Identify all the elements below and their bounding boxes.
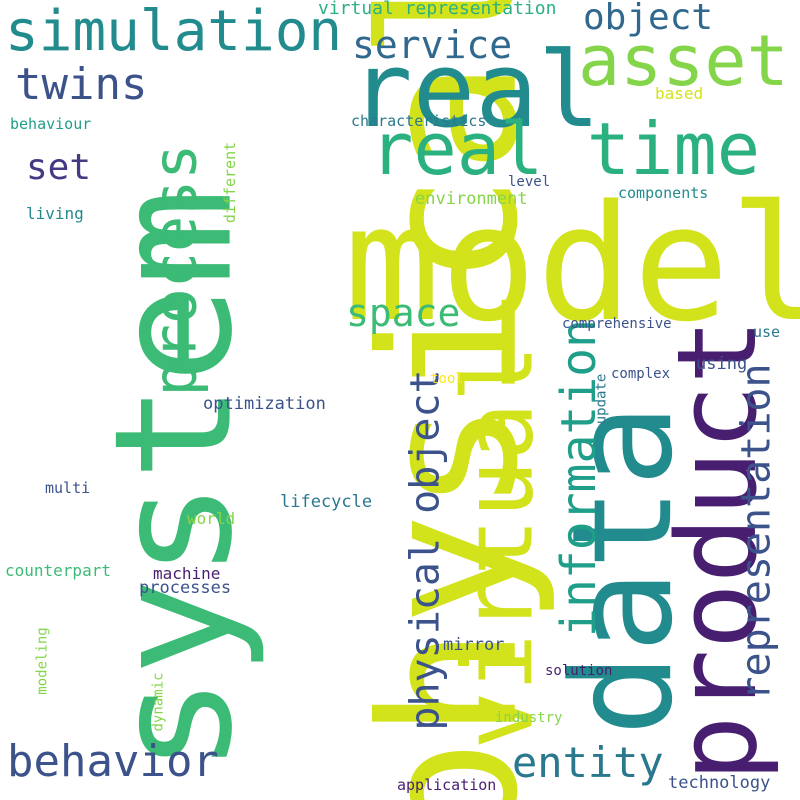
word-complex: complex — [611, 366, 671, 382]
word-real-time: real time — [370, 107, 761, 191]
word-virtual: virtual — [442, 344, 555, 750]
word-virtual-representation: virtual representation — [318, 0, 557, 19]
word-use: use — [753, 323, 781, 341]
word-level: level — [508, 174, 551, 190]
word-model: model — [344, 170, 800, 357]
word-real: real — [350, 29, 601, 151]
word-service: service — [352, 23, 513, 67]
word-solution: solution — [545, 663, 613, 679]
word-process: process — [140, 143, 211, 397]
word-physical-object: physical object — [402, 369, 449, 731]
word-lifecycle: lifecycle — [280, 492, 373, 512]
word-world: world — [187, 509, 236, 528]
word-information: information — [550, 319, 607, 637]
word-optimization: optimization — [203, 394, 326, 414]
word-living: living — [26, 204, 84, 223]
word-dynamic: dynamic — [150, 672, 167, 732]
word-simulation: simulation — [5, 0, 343, 64]
word-space: space — [346, 291, 461, 335]
word-industry: industry — [495, 710, 563, 726]
word-counterpart: counterpart — [5, 561, 111, 580]
word-environment: environment — [415, 189, 528, 209]
word-representation: representation — [733, 363, 780, 701]
word-tool: tool — [430, 371, 464, 387]
word-mirror: mirror — [443, 635, 505, 655]
word-modeling: modeling — [34, 627, 51, 695]
word-asset: asset — [578, 20, 789, 102]
word-based: based — [655, 84, 704, 103]
word-different: different — [221, 141, 240, 224]
word-processes: processes — [139, 578, 232, 598]
word-update: update — [593, 373, 610, 425]
word-technology: technology — [668, 773, 771, 793]
word-multi: multi — [45, 479, 91, 497]
word-comprehensive: comprehensive — [562, 316, 672, 332]
word-twins: twins — [15, 59, 148, 110]
word-using: using — [696, 354, 748, 374]
word-behaviour: behaviour — [10, 115, 92, 133]
word-object: object — [583, 0, 714, 38]
word-characteristics: characteristics — [351, 112, 487, 130]
word-machine: machine — [153, 564, 221, 583]
word-components: components — [618, 184, 709, 202]
word-application: application — [397, 776, 497, 794]
word-behavior: behavior — [7, 736, 219, 787]
word-set: set — [26, 147, 92, 188]
word-entity: entity — [512, 738, 664, 787]
